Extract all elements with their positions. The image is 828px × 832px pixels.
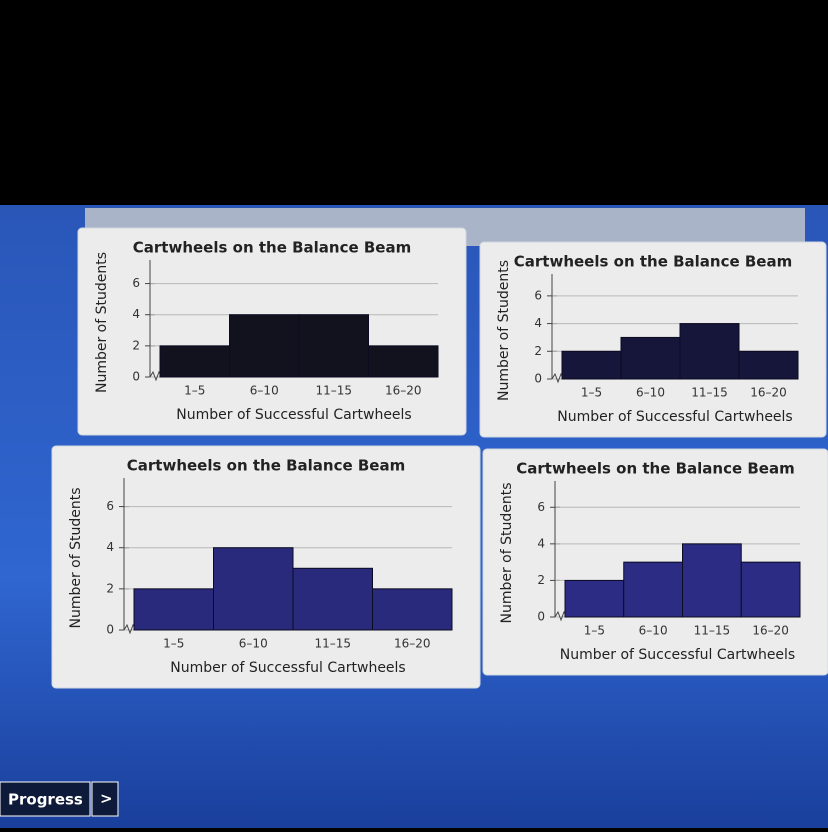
bar — [368, 345, 439, 378]
y-axis-label: Number of Students — [499, 482, 515, 623]
y-tick-label: 4 — [534, 316, 542, 330]
x-tick-label: 1–5 — [581, 386, 602, 400]
chart-title: Cartwheels on the Balance Beam — [516, 460, 794, 478]
y-axis-label: Number of Students — [496, 260, 512, 401]
next-button[interactable] — [91, 781, 119, 817]
x-axis-label: Number of Successful Cartwheels — [560, 647, 795, 663]
bar — [561, 350, 622, 380]
y-tick-label: 6 — [534, 288, 542, 302]
y-tick-label: 2 — [534, 344, 542, 358]
next-label[interactable]: > — [100, 790, 113, 808]
x-tick-label: 11–15 — [314, 637, 351, 651]
bar — [372, 588, 453, 631]
y-tick-label: 6 — [132, 276, 140, 290]
x-tick-label: 11–15 — [691, 386, 728, 400]
y-tick-label: 0 — [106, 623, 114, 637]
x-tick-label: 11–15 — [315, 384, 352, 398]
x-tick-label: 16–20 — [750, 386, 787, 400]
bar — [679, 323, 740, 380]
x-axis-label: Number of Successful Cartwheels — [557, 409, 792, 425]
y-tick-label: 2 — [106, 581, 114, 595]
x-tick-label: 16–20 — [394, 637, 431, 651]
y-axis-label: Number of Students — [68, 487, 84, 628]
x-tick-label: 6–10 — [250, 384, 279, 398]
y-tick-label: 4 — [537, 536, 545, 550]
bar — [740, 561, 801, 618]
bar — [623, 561, 683, 618]
chart-title: Cartwheels on the Balance Beam — [127, 457, 405, 475]
x-tick-label: 16–20 — [385, 384, 422, 398]
y-tick-label: 6 — [537, 500, 545, 514]
progress-label[interactable]: Progress — [8, 791, 83, 809]
bar — [213, 547, 294, 631]
bar — [292, 567, 373, 631]
bar — [159, 345, 230, 378]
bar — [298, 314, 369, 378]
y-tick-label: 6 — [106, 499, 114, 513]
y-tick-label: 0 — [534, 372, 542, 386]
bar — [620, 336, 681, 380]
chart-title: Cartwheels on the Balance Beam — [133, 239, 411, 257]
bezel — [0, 0, 828, 205]
bar — [738, 350, 799, 380]
bar — [564, 579, 625, 618]
x-axis-label: Number of Successful Cartwheels — [176, 407, 411, 423]
bar — [682, 543, 742, 618]
x-axis-label: Number of Successful Cartwheels — [170, 660, 405, 676]
y-tick-label: 4 — [106, 540, 114, 554]
y-tick-label: 0 — [132, 370, 140, 384]
chart-title: Cartwheels on the Balance Beam — [514, 253, 792, 271]
x-tick-label: 16–20 — [752, 624, 789, 638]
y-tick-label: 4 — [132, 307, 140, 321]
x-tick-label: 6–10 — [636, 386, 665, 400]
x-tick-label: 11–15 — [694, 624, 731, 638]
x-tick-label: 1–5 — [163, 637, 184, 651]
y-tick-label: 2 — [537, 573, 545, 587]
x-tick-label: 6–10 — [639, 624, 668, 638]
y-tick-label: 0 — [537, 610, 545, 624]
bar — [133, 588, 214, 631]
x-tick-label: 1–5 — [584, 624, 605, 638]
bar — [229, 314, 300, 378]
y-axis-label: Number of Students — [94, 252, 110, 393]
x-tick-label: 6–10 — [239, 637, 268, 651]
y-tick-label: 2 — [132, 338, 140, 352]
progress-button[interactable] — [0, 781, 91, 817]
x-tick-label: 1–5 — [184, 384, 205, 398]
